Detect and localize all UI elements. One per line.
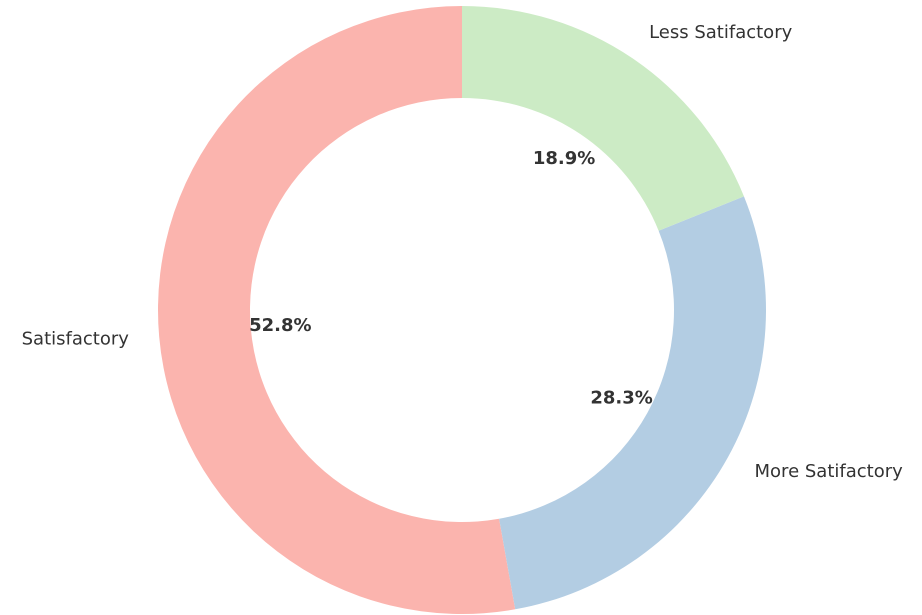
donut-wedge: [157, 6, 516, 615]
donut-wedge: [499, 196, 766, 610]
category-label: Less Satifactory: [649, 22, 793, 43]
category-label: More Satifactory: [755, 461, 904, 482]
category-label: Satisfactory: [22, 328, 130, 349]
donut-wedge: [462, 5, 744, 231]
percent-label: 52.8%: [249, 315, 311, 336]
percent-label: 18.9%: [533, 148, 595, 169]
percent-label: 28.3%: [590, 387, 652, 408]
